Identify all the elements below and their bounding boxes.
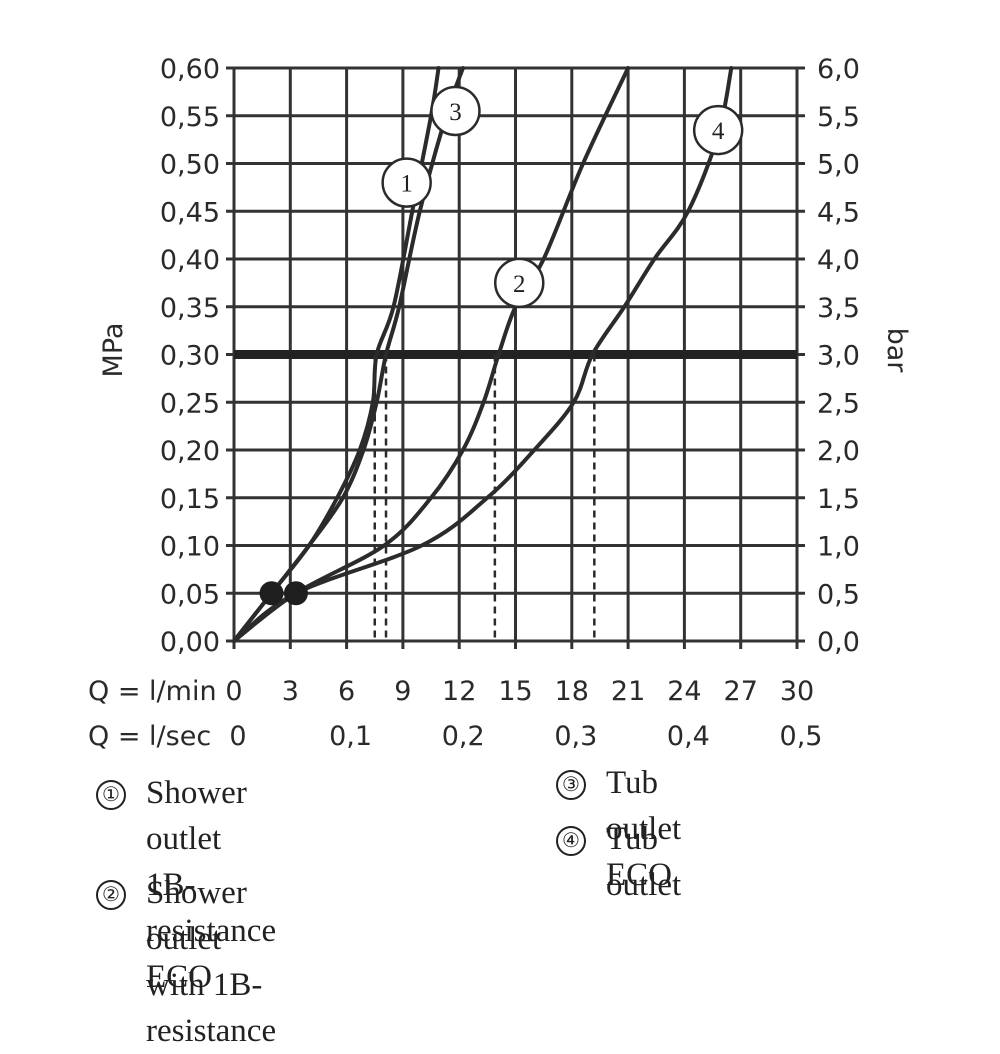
y-left-axis-title: MPa [98,323,129,378]
legend-number: ① [96,780,126,810]
legend-item-4: ④ Tub outlet [556,816,681,908]
x-tick-label: 3 [282,676,299,707]
y-left-tick-label: 0,60 [160,54,220,85]
x-tick-label: 27 [724,676,758,707]
series-marker-label: 2 [513,271,526,298]
y-left-tick-label: 0,40 [160,245,220,276]
y-left-tick-label: 0,25 [160,388,220,419]
x-tick-label: 0 [225,676,242,707]
series-marker-1 [381,157,432,208]
y-right-tick-label: 2,5 [817,388,860,419]
y-left-ticks: 0,00 0,05 0,10 0,15 0,20 0,25 0,30 0,35 0,40 0,45… [160,54,220,658]
x-tick-label-secondary: 0,3 [554,721,597,752]
legend-label: Tub outlet ECO [606,765,682,893]
y-left-tick-label: 0,50 [160,150,220,181]
y-right-tick-label: 3,5 [817,293,860,324]
x-tick-label: 6 [338,676,355,707]
start-dot [283,581,308,606]
y-right-tick-label: 1,5 [817,484,860,515]
y-right-tick-label: 6,0 [817,54,860,85]
y-right-tick-label: 2,0 [817,436,860,467]
y-left-tick-label: 0,00 [160,627,220,658]
x-tick-label-secondary: 0 [229,721,246,752]
y-right-tick-label: 4,0 [817,245,860,276]
y-left-tick-label: 0,45 [160,197,220,228]
y-right-tick-label: 5,0 [817,150,860,181]
x-tick-label: 9 [394,676,411,707]
x-tick-label: 21 [611,676,645,707]
series-marker-label: 4 [712,118,725,145]
legend-item-2: ② Shower outlet with 1B- resistance [96,870,276,1054]
legend-item-1: ① Shower outlet 1B- resistance ECO [96,770,276,1000]
series-line-4 [232,66,734,643]
y-left-tick-label: 0,20 [160,436,220,467]
y-left-tick-label: 0,05 [160,579,220,610]
x-ticks: 0 3 6 9 12 15 18 21 24 27 30 [225,676,814,707]
series-marker-label: 1 [400,171,413,198]
y-right-tick-label: 5,5 [817,102,860,133]
x-ticks-secondary: 0 0,1 0,2 0,3 0,4 0,5 [229,721,822,752]
y-right-tick-label: 3,0 [817,341,860,372]
x-axis-label-lmin: Q = l/min [88,676,217,707]
y-left-tick-label: 0,15 [160,484,220,515]
x-tick-label: 15 [498,676,532,707]
legend-number: ② [96,880,126,910]
y-left-tick-label: 0,35 [160,293,220,324]
y-right-tick-label: 1,0 [817,532,860,563]
x-tick-label-secondary: 0,4 [667,721,710,752]
legend-item-3: ③ Tub outlet ECO [556,760,681,898]
series-marker-2 [494,257,545,309]
legend-label-cont: resistance ECO [146,913,277,995]
x-tick-label-secondary: 0,5 [780,721,823,752]
start-dot [259,581,284,606]
legend-label-cont: resistance [146,1013,277,1049]
x-tick-label: 12 [442,676,476,707]
legend-label: Shower outlet with 1B- [146,875,263,1003]
x-tick-label-secondary: 0,1 [329,721,372,752]
legend-label: Shower outlet 1B- [146,775,247,903]
x-axis-label-lsec: Q = l/sec [88,721,211,752]
x-tick-label: 30 [780,676,814,707]
y-right-axis-title: bar [881,328,912,374]
y-left-tick-label: 0,30 [160,341,220,372]
y-right-tick-label: 0,5 [817,579,860,610]
series-line-2 [232,66,631,643]
curve-markers: 1 3 2 4 [381,85,744,309]
x-tick-label: 18 [555,676,589,707]
legend-label: Tub outlet [606,821,682,903]
y-left-tick-label: 0,55 [160,102,220,133]
series-marker-3 [430,85,481,137]
x-tick-label-secondary: 0,2 [442,721,485,752]
start-dots [259,581,308,606]
y-left-tick-label: 0,10 [160,532,220,563]
x-tick-label: 24 [667,676,701,707]
series-marker-label: 3 [449,99,462,126]
legend-number: ④ [556,826,586,856]
y-right-tick-label: 0,0 [817,627,860,658]
legend-number: ③ [556,770,586,800]
y-right-ticks: 0,0 0,5 1,0 1,5 2,0 2,5 3,0 3,5 4,0 4,5 5,0 5,5 6,0 [817,54,860,658]
y-right-tick-label: 4,5 [817,197,860,228]
series-marker-4 [692,104,744,156]
